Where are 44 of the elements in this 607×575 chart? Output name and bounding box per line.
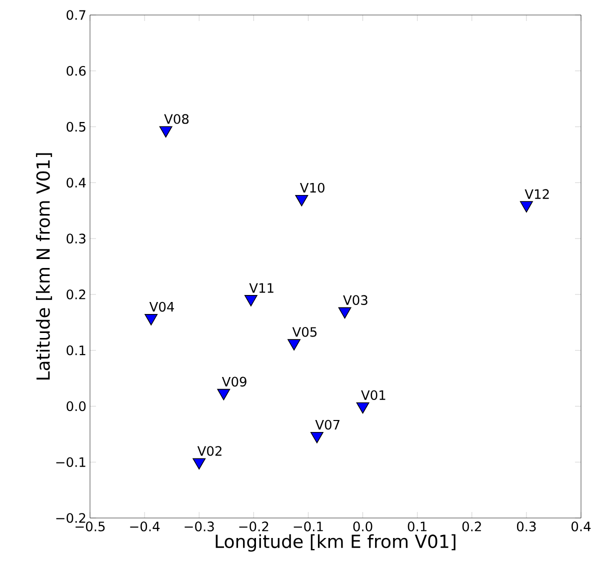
y-tick-label: 0.6 (66, 66, 86, 76)
x-tick-label: −0.3 (184, 522, 214, 532)
point (192, 458, 206, 470)
point (310, 432, 324, 444)
annotation: V04 (149, 302, 174, 312)
x-tick-label: 0.2 (462, 522, 481, 532)
y-tick-label: 0.7 (66, 10, 86, 20)
x-tick-label: 0.4 (572, 522, 591, 532)
annotation: V09 (222, 376, 246, 387)
annotation: V03 (343, 295, 368, 306)
point (356, 402, 370, 414)
point (144, 314, 158, 326)
point (520, 201, 533, 212)
y-axis-title: Latitude [km N from V01] (36, 153, 52, 380)
y-tick-label: −0.1 (56, 457, 86, 468)
annotation: V12 (524, 189, 549, 199)
annotation: V01 (361, 390, 386, 400)
y-tick-label: 0.1 (66, 345, 86, 356)
x-tick-label: 0.3 (516, 522, 536, 532)
annotation: V02 (197, 446, 222, 456)
annotation: V08 (164, 114, 189, 124)
y-tick-label: 0.0 (66, 401, 86, 412)
x-tick-label: 0.0 (353, 522, 372, 532)
point (244, 295, 258, 306)
y-tick-label: 0.2 (66, 290, 86, 300)
y-tick-label: −0.2 (56, 513, 86, 523)
point (159, 126, 172, 138)
annotation: V07 (315, 420, 340, 430)
point (338, 307, 352, 319)
y-tick-label: 0.5 (66, 122, 86, 132)
x-tick-label: −0.1 (294, 522, 323, 532)
annotation: V05 (292, 327, 317, 337)
x-tick-label: 0.1 (408, 522, 426, 532)
annotation: V11 (249, 283, 274, 293)
x-axis-title: Longitude [km E from V01] (216, 534, 456, 552)
x-tick-label: −0.2 (239, 522, 268, 532)
point (217, 388, 230, 400)
point (295, 194, 308, 206)
y-tick-label: 0.4 (66, 178, 86, 188)
annotation: V10 (300, 182, 324, 193)
x-tick-label: −0.4 (130, 522, 160, 532)
x-tick-label: −0.5 (76, 522, 105, 532)
point (288, 339, 301, 350)
y-tick-label: 0.3 (66, 234, 86, 244)
